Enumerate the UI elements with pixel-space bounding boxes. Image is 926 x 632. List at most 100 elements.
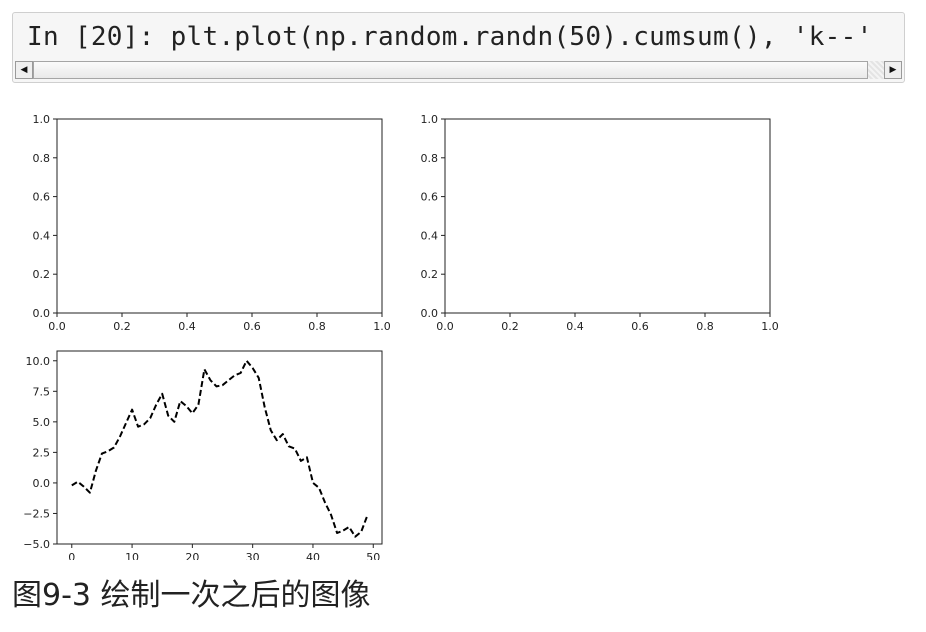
axes-frame — [56, 350, 383, 545]
data-point — [107, 450, 109, 452]
x-tick-label: 1.0 — [761, 320, 779, 333]
data-point — [276, 439, 278, 441]
data-point — [95, 470, 97, 472]
data-point — [89, 492, 91, 494]
data-point — [180, 400, 182, 402]
data-point — [137, 426, 139, 428]
data-point — [240, 372, 242, 374]
y-tick-label: 7.5 — [33, 385, 51, 398]
code-line[interactable]: In [20]: plt.plot(np.random.randn(50).cu… — [27, 22, 873, 52]
y-tick-label: 0.6 — [421, 191, 439, 204]
y-tick-label: 1.0 — [421, 113, 439, 126]
subplot-2: 0.0 0.2 0.4 0.6 0.8 1.0 0.0 0.2 0.4 0.6 0.8 1.0 — [421, 113, 779, 333]
data-point — [210, 380, 212, 382]
data-point — [216, 386, 218, 388]
y-tick-label: 0.0 — [33, 307, 51, 320]
x-tick-label: 0.6 — [243, 320, 261, 333]
scrollbar-track[interactable] — [33, 61, 884, 79]
data-point — [348, 526, 350, 528]
data-point — [101, 453, 103, 455]
y-tick-label: 0.4 — [33, 229, 51, 242]
data-point — [186, 405, 188, 407]
scrollbar-thumb[interactable] — [33, 61, 868, 79]
x-tick-label: 0.0 — [436, 320, 454, 333]
data-point — [167, 415, 169, 417]
x-tick-label: 0.8 — [308, 320, 326, 333]
data-point — [83, 486, 85, 488]
data-point — [330, 514, 332, 516]
data-point — [161, 393, 163, 395]
data-point — [192, 413, 194, 415]
x-tick-label: 1.0 — [373, 320, 391, 333]
data-point — [258, 377, 260, 379]
y-tick-label: 0.0 — [421, 307, 439, 320]
data-point — [77, 481, 79, 483]
x-tick-label: 40 — [306, 551, 320, 560]
y-tick-label: 2.5 — [33, 446, 51, 459]
data-point — [342, 530, 344, 532]
data-point — [282, 433, 284, 435]
y-tick-label: −2.5 — [23, 507, 50, 520]
horizontal-scrollbar[interactable]: ◀ ▶ — [15, 61, 902, 81]
data-point — [198, 404, 200, 406]
data-point — [155, 404, 157, 406]
data-point — [131, 409, 133, 411]
y-tick-label: 5.0 — [33, 416, 51, 429]
data-point — [222, 384, 224, 386]
data-point — [246, 360, 248, 362]
scroll-left-button[interactable]: ◀ — [15, 61, 33, 79]
x-tick-label: 0.0 — [48, 320, 66, 333]
data-point — [113, 447, 115, 449]
data-point — [300, 460, 302, 462]
y-tick-label: 0.0 — [33, 477, 51, 490]
data-point — [204, 369, 206, 371]
data-point — [119, 436, 121, 438]
x-tick-label: 30 — [246, 551, 260, 560]
y-tick-label: 0.8 — [421, 152, 439, 165]
axes-frame — [444, 118, 771, 314]
x-tick-label: 0.4 — [178, 320, 196, 333]
data-point — [234, 375, 236, 377]
x-tick-label: 0.4 — [566, 320, 584, 333]
x-tick-label: 0.2 — [501, 320, 519, 333]
data-point — [143, 424, 145, 426]
data-point — [149, 417, 151, 419]
data-point — [71, 485, 73, 487]
data-point — [264, 406, 266, 408]
x-tick-label: 0.8 — [696, 320, 714, 333]
scroll-right-button[interactable]: ▶ — [884, 61, 902, 79]
code-cell[interactable]: In [20]: plt.plot(np.random.randn(50).cu… — [12, 12, 905, 83]
x-tick-label: 50 — [366, 551, 380, 560]
data-point — [360, 531, 362, 533]
series-line — [71, 359, 369, 538]
y-tick-label: −5.0 — [23, 538, 50, 551]
x-tick-label: 0 — [68, 551, 75, 560]
data-point — [306, 457, 308, 459]
axes-frame — [56, 118, 383, 314]
y-tick-label: 10.0 — [26, 355, 51, 368]
data-point — [324, 502, 326, 504]
figure: 0.0 0.2 0.4 0.6 0.8 1.00.00.20.40.60.81.00.0 0… — [23, 113, 779, 560]
x-tick-label: 20 — [185, 551, 199, 560]
x-tick-label: 0.6 — [631, 320, 649, 333]
data-point — [354, 536, 356, 538]
data-point — [366, 515, 368, 517]
data-point — [252, 367, 254, 369]
y-tick-label: 0.2 — [33, 268, 51, 281]
y-tick-label: 0.8 — [33, 152, 51, 165]
data-point — [270, 430, 272, 432]
data-point — [228, 380, 230, 382]
data-point — [336, 532, 338, 534]
y-tick-label: 1.0 — [33, 113, 51, 126]
x-tick-label: 10 — [125, 551, 139, 560]
y-tick-label: 0.2 — [421, 268, 439, 281]
data-point — [312, 482, 314, 484]
data-point — [288, 446, 290, 448]
y-tick-label: 0.4 — [421, 229, 439, 242]
data-point — [125, 422, 127, 424]
data-point — [294, 448, 296, 450]
subplot-1: 0.0 0.2 0.4 0.6 0.8 1.0 0.0 0.2 0.4 0.6 0.8 1.0 — [33, 113, 391, 333]
x-tick-label: 0.2 — [113, 320, 131, 333]
subplot-3: 0 10 20 30 40 50 −5.0 −2.5 0.0 2.5 5.0 7.5 10.0 — [23, 350, 383, 560]
figure-caption: 图9-3 绘制一次之后的图像 — [12, 578, 371, 613]
